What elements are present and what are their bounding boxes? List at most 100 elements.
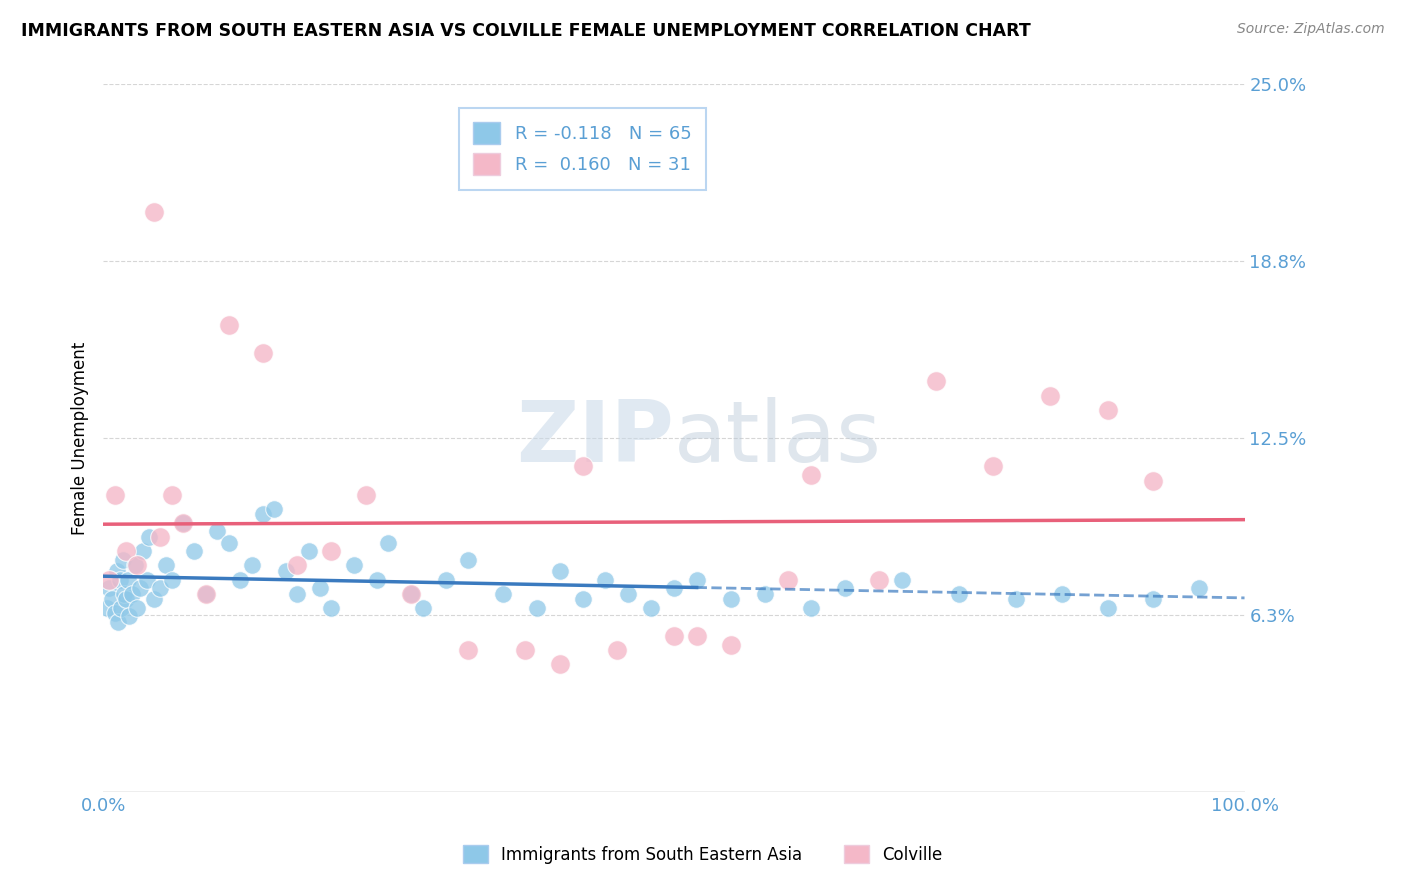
Point <box>457 643 479 657</box>
Text: IMMIGRANTS FROM SOUTH EASTERN ASIA VS COLVILLE FEMALE UNEMPLOYMENT CORRELATION C: IMMIGRANTS FROM SOUTH EASTERN ASIA VS CO… <box>21 22 1031 40</box>
Point <box>412 600 434 615</box>
Point <box>112 587 135 601</box>
Point <box>548 657 571 672</box>
Point <box>1005 592 1028 607</box>
Point <box>124 558 146 573</box>
Point <box>218 318 240 332</box>
Point <box>149 581 172 595</box>
Point <box>149 530 172 544</box>
Point <box>155 558 177 573</box>
Point <box>366 573 388 587</box>
Point <box>754 587 776 601</box>
Point <box>800 600 823 615</box>
Point <box>115 592 138 607</box>
Point <box>491 587 513 601</box>
Point <box>434 573 457 587</box>
Point <box>685 573 707 587</box>
Point <box>207 524 229 539</box>
Point <box>274 564 297 578</box>
Point <box>118 609 141 624</box>
Point <box>160 573 183 587</box>
Point <box>606 643 628 657</box>
Point <box>103 607 125 621</box>
Point <box>105 564 128 578</box>
Point <box>720 592 742 607</box>
Point <box>925 375 948 389</box>
Point <box>983 459 1005 474</box>
Point <box>457 552 479 566</box>
Point <box>834 581 856 595</box>
Point <box>285 587 308 601</box>
Point <box>354 488 377 502</box>
Point <box>97 581 120 595</box>
Y-axis label: Female Unemployment: Female Unemployment <box>72 342 89 534</box>
Point <box>285 558 308 573</box>
Point <box>252 508 274 522</box>
Point <box>595 573 617 587</box>
Point <box>110 573 132 587</box>
Point <box>868 573 890 587</box>
Point <box>571 592 593 607</box>
Point <box>132 544 155 558</box>
Text: atlas: atlas <box>673 397 882 480</box>
Point <box>160 488 183 502</box>
Point <box>194 587 217 601</box>
Point <box>127 600 149 615</box>
Point <box>128 581 150 595</box>
Point <box>183 544 205 558</box>
Point <box>115 544 138 558</box>
Point <box>776 573 799 587</box>
Point <box>143 592 166 607</box>
Point <box>218 535 240 549</box>
Point <box>103 488 125 502</box>
Point <box>548 564 571 578</box>
Point <box>343 558 366 573</box>
Point <box>101 592 124 607</box>
Point <box>252 346 274 360</box>
Point <box>800 467 823 482</box>
Point <box>662 581 685 595</box>
Point <box>138 530 160 544</box>
Point <box>1188 581 1211 595</box>
Point <box>229 573 252 587</box>
Point <box>377 535 399 549</box>
Point <box>1050 587 1073 601</box>
Point <box>172 516 194 530</box>
Point <box>1039 389 1062 403</box>
Point <box>127 558 149 573</box>
Point <box>263 501 285 516</box>
Point <box>526 600 548 615</box>
Point <box>662 629 685 643</box>
Point <box>571 459 593 474</box>
Point <box>117 573 139 587</box>
Point <box>309 581 332 595</box>
Point <box>240 558 263 573</box>
Point <box>720 638 742 652</box>
Text: Source: ZipAtlas.com: Source: ZipAtlas.com <box>1237 22 1385 37</box>
Point <box>96 600 118 615</box>
Point <box>1142 474 1164 488</box>
Point <box>891 573 914 587</box>
Point <box>135 573 157 587</box>
Point <box>321 544 343 558</box>
Point <box>143 204 166 219</box>
Point <box>172 516 194 530</box>
Point <box>107 615 129 629</box>
Point <box>111 552 134 566</box>
Point <box>948 587 970 601</box>
Point <box>617 587 640 601</box>
Point <box>685 629 707 643</box>
Point <box>401 587 423 601</box>
Point <box>1142 592 1164 607</box>
Point <box>515 643 537 657</box>
Point <box>194 587 217 601</box>
Point <box>110 600 132 615</box>
Point <box>1097 402 1119 417</box>
Point <box>640 600 662 615</box>
Point <box>401 587 423 601</box>
Point <box>297 544 319 558</box>
Legend: R = -0.118   N = 65, R =  0.160   N = 31: R = -0.118 N = 65, R = 0.160 N = 31 <box>458 108 706 190</box>
Text: ZIP: ZIP <box>516 397 673 480</box>
Point <box>121 587 143 601</box>
Point <box>321 600 343 615</box>
